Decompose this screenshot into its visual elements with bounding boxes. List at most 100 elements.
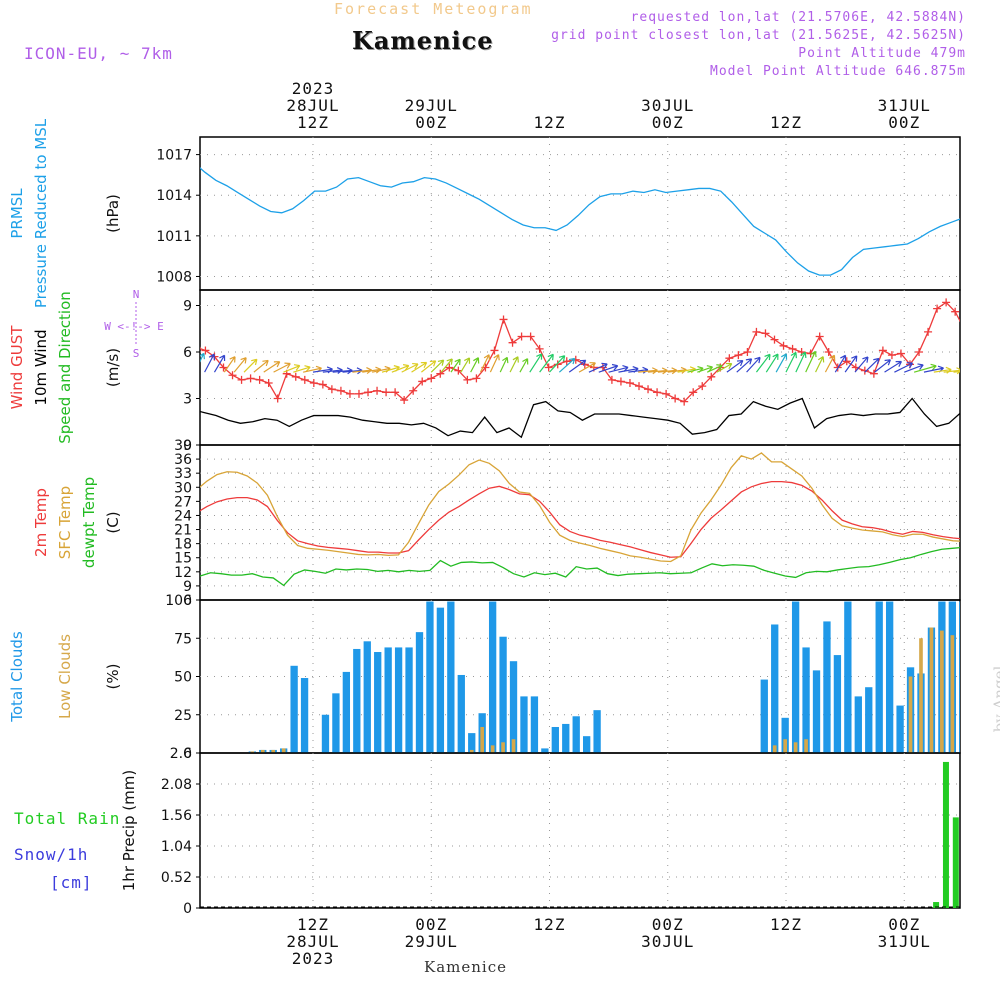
wind-direction-arrow	[411, 361, 428, 373]
wind-direction-arrow	[165, 356, 174, 372]
bottom-time-label: 00Z	[652, 915, 684, 934]
y-tick-label: 75	[174, 631, 192, 647]
wind-direction-arrow	[775, 353, 788, 373]
cloud-bar-total	[791, 601, 800, 753]
gust-marker	[200, 346, 201, 348]
cloud-bar-total	[896, 705, 904, 753]
gust-marker	[309, 379, 318, 387]
cloud-bar-low	[772, 745, 777, 753]
gust-marker	[770, 335, 779, 344]
y-tick-label: 36	[174, 452, 192, 468]
cloud-bar-total	[415, 632, 424, 753]
y-tick-label: 15	[174, 551, 192, 567]
gust-marker	[698, 382, 707, 391]
bottom-time-label: 31JUL	[878, 932, 931, 951]
cloud-bar-total	[353, 648, 361, 753]
wind-direction-arrow	[243, 358, 258, 373]
gust-marker	[409, 386, 418, 395]
cloud-bar-total	[405, 647, 413, 753]
top-time-label: 00Z	[888, 113, 920, 132]
series-line-2m-temp	[200, 480, 960, 558]
compass-west-east: W <-!-> E	[104, 320, 164, 333]
gust-marker	[689, 388, 698, 397]
gust-marker	[878, 346, 887, 355]
wind-direction-arrow	[223, 356, 236, 373]
cloud-bar-total	[436, 607, 445, 753]
cloud-bar-total	[551, 726, 559, 753]
y-unit-label: (C)	[104, 511, 122, 533]
gust-marker	[707, 372, 716, 381]
gust-marker	[743, 348, 752, 356]
wind-direction-arrow	[578, 362, 596, 373]
y-tick-label: 1008	[156, 269, 192, 285]
y-tick-label: 12	[174, 565, 192, 581]
top-time-label: 00Z	[415, 113, 447, 132]
wind-direction-arrow	[834, 354, 847, 373]
wind-direction-arrow	[273, 362, 291, 373]
gust-marker	[345, 389, 354, 398]
wind-direction-arrow	[824, 354, 836, 373]
wind-direction-arrow	[283, 364, 301, 373]
y-tick-label: 9	[183, 579, 192, 595]
panel-precip: 0 0.52 1.04 1.56 2.08 2.6 Total Rain Snow/1h [cm…	[14, 746, 961, 917]
station-title: Kamenice	[352, 26, 494, 55]
cloud-bar-total	[374, 652, 382, 753]
y-axis-label: PRMSL	[8, 188, 26, 239]
cloud-bar-total	[457, 674, 465, 753]
wind-direction-arrow	[529, 353, 543, 373]
y-tick-label: 25	[174, 708, 192, 724]
cloud-bar-low	[908, 676, 913, 753]
legend-snow-unit: [cm]	[50, 873, 93, 892]
wind-direction-arrow	[155, 358, 163, 372]
panel-frame	[199, 289, 961, 446]
wind-direction-arrow	[795, 351, 807, 373]
gust-marker	[454, 366, 463, 375]
wind-direction-arrow	[904, 363, 924, 373]
gust-marker	[463, 375, 472, 384]
cloud-bar-total	[384, 647, 392, 753]
cloud-bar-low	[115, 738, 119, 753]
top-time-label: 12Z	[770, 113, 802, 132]
cloud-bar-total	[102, 738, 109, 753]
gust-marker	[815, 332, 824, 341]
cloud-bar-low	[480, 726, 485, 753]
panel-plot-precip	[200, 761, 960, 908]
gust-marker	[508, 338, 517, 347]
series-line-prmsl	[200, 167, 960, 276]
y-tick-label: 100	[165, 593, 192, 609]
wind-direction-arrow	[470, 357, 480, 373]
panel-pressure: 1008 1011 1014 1017 PRMSL Pressure Reduced to…	[8, 118, 961, 308]
bottom-time-label: 12Z	[534, 915, 566, 934]
wind-direction-arrow	[421, 360, 437, 373]
gust-marker	[761, 329, 770, 338]
cloud-bar-total	[970, 602, 977, 753]
y-tick-label: 30	[174, 480, 192, 496]
series-line-10m-wind	[200, 397, 960, 439]
panel-wind: 0 3 6 9 Wind GUST 10m Wind Speed and Direction…	[8, 288, 961, 454]
cloud-bar-total	[802, 647, 810, 753]
cloud-bar-total	[572, 716, 580, 753]
series-line-sfc-temp	[200, 452, 960, 563]
gust-marker	[418, 377, 427, 386]
gust-marker	[653, 388, 662, 397]
gust-marker	[102, 395, 110, 403]
cloud-bar-total	[760, 679, 768, 753]
wind-direction-arrow	[440, 358, 453, 373]
cloud-bar-low	[281, 748, 286, 753]
gust-marker	[156, 376, 164, 384]
wind-direction-arrow	[588, 362, 608, 373]
wind-direction-arrow	[894, 362, 914, 373]
y-tick-label: 1014	[156, 188, 192, 204]
bottom-time-label: 00Z	[888, 915, 920, 934]
y-unit-label: 1hr Precip (mm)	[120, 770, 138, 891]
gust-marker	[671, 394, 680, 403]
gust-marker	[806, 349, 815, 358]
wind-direction-arrow	[864, 357, 880, 373]
gust-marker	[734, 351, 743, 360]
wind-direction-arrow	[815, 356, 825, 373]
gust-marker	[255, 375, 264, 384]
top-time-label: 12Z	[534, 113, 566, 132]
gust-marker	[951, 307, 960, 316]
gust-marker	[517, 332, 526, 341]
